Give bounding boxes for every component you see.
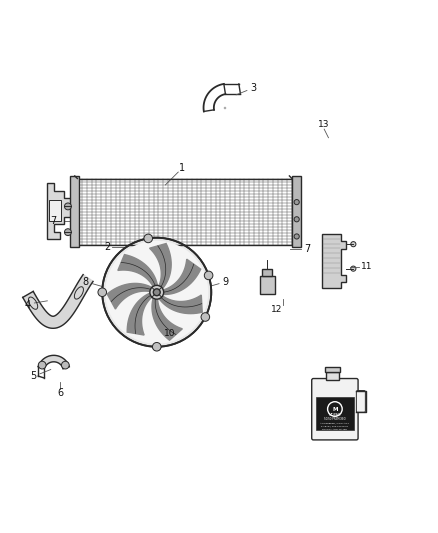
Circle shape (105, 241, 208, 344)
Circle shape (153, 289, 160, 296)
Circle shape (64, 203, 71, 210)
Text: 2: 2 (104, 242, 110, 252)
Text: ANTIFREEZE / COOLANT: ANTIFREEZE / COOLANT (321, 422, 350, 424)
Bar (70, 176, 79, 247)
Text: DO NOT ADD WATER: DO NOT ADD WATER (322, 429, 347, 430)
Bar (326, 372, 339, 380)
Text: 3: 3 (250, 83, 256, 93)
Circle shape (152, 343, 161, 351)
Text: 7: 7 (304, 244, 310, 254)
FancyBboxPatch shape (357, 391, 365, 412)
Circle shape (152, 342, 161, 350)
Circle shape (294, 199, 299, 205)
Polygon shape (159, 295, 202, 313)
Polygon shape (107, 284, 152, 309)
Text: 5: 5 (31, 371, 37, 381)
Text: 5 YEAR / 100,000 MILE: 5 YEAR / 100,000 MILE (321, 426, 348, 427)
Bar (260, 277, 275, 294)
Circle shape (201, 313, 210, 321)
Bar (78, 179, 292, 245)
Circle shape (38, 361, 46, 369)
Bar (316, 398, 354, 431)
Bar (262, 269, 272, 277)
Polygon shape (162, 259, 201, 294)
Text: 8: 8 (83, 277, 89, 287)
Text: 12: 12 (271, 305, 283, 314)
Circle shape (64, 229, 71, 236)
Polygon shape (23, 274, 93, 328)
Circle shape (351, 241, 356, 247)
Circle shape (61, 361, 69, 369)
Text: 11: 11 (361, 262, 373, 271)
Circle shape (328, 402, 342, 416)
Circle shape (294, 234, 299, 239)
Polygon shape (150, 244, 171, 289)
Polygon shape (118, 255, 158, 287)
Circle shape (150, 285, 164, 299)
Text: 4: 4 (25, 300, 31, 310)
Circle shape (144, 234, 152, 243)
Circle shape (204, 271, 213, 280)
Circle shape (98, 288, 106, 296)
Text: 9: 9 (223, 277, 229, 287)
Text: 7: 7 (51, 216, 57, 227)
Polygon shape (127, 293, 152, 335)
FancyBboxPatch shape (312, 378, 358, 440)
Text: M: M (332, 407, 338, 411)
Bar (49, 200, 61, 221)
Circle shape (102, 238, 211, 347)
Polygon shape (47, 183, 71, 239)
Text: 10: 10 (164, 328, 175, 337)
Circle shape (351, 266, 356, 271)
Circle shape (294, 217, 299, 222)
Text: 50/50 PREMIXED: 50/50 PREMIXED (324, 417, 346, 421)
Bar (325, 367, 340, 372)
Text: 6: 6 (57, 388, 63, 398)
Text: 13: 13 (318, 120, 330, 130)
Text: 1: 1 (180, 163, 186, 173)
Polygon shape (322, 235, 346, 288)
Bar (292, 176, 301, 247)
Polygon shape (152, 297, 182, 340)
Text: MOPAR: MOPAR (328, 414, 341, 417)
Polygon shape (38, 356, 69, 369)
